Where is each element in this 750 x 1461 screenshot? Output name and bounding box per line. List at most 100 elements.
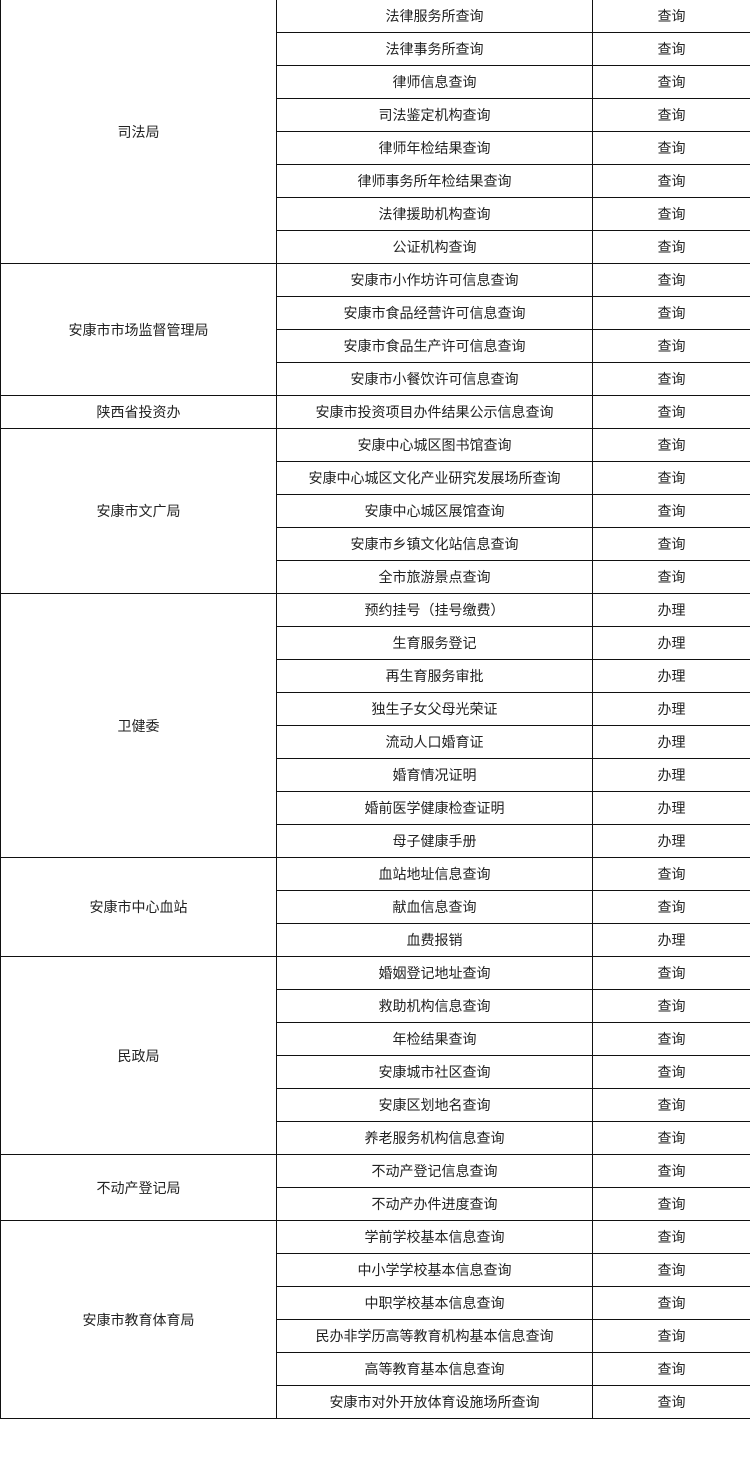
- service-type-cell: 办理: [592, 725, 750, 759]
- service-type-cell: 办理: [592, 659, 750, 693]
- service-type-cell: 查询: [592, 1220, 750, 1254]
- service-type-cell: 查询: [592, 197, 750, 231]
- table-row: 司法鉴定机构查询 查询: [1, 98, 750, 132]
- table-row: 婚前医学健康检查证明 办理: [1, 791, 750, 825]
- service-cell: 安康中心城区文化产业研究发展场所查询: [276, 461, 593, 495]
- table-row: 安康市食品生产许可信息查询 查询: [1, 329, 750, 363]
- service-type-cell: 查询: [592, 98, 750, 132]
- service-type-cell: 查询: [592, 1022, 750, 1056]
- table-row: 法律事务所查询 查询: [1, 32, 750, 66]
- service-cell: 安康中心城区展馆查询: [276, 494, 593, 528]
- service-cell: 民办非学历高等教育机构基本信息查询: [276, 1319, 593, 1353]
- service-type-cell: 查询: [592, 263, 750, 297]
- service-type-cell: 查询: [592, 1154, 750, 1188]
- service-type-cell: 查询: [592, 989, 750, 1023]
- service-cell: 全市旅游景点查询: [276, 560, 593, 594]
- service-cell: 不动产登记信息查询: [276, 1154, 593, 1188]
- service-type-cell: 查询: [592, 560, 750, 594]
- service-type-cell: 查询: [592, 428, 750, 462]
- table-row: 安康市乡镇文化站信息查询 查询: [1, 527, 750, 561]
- service-type-cell: 查询: [592, 131, 750, 165]
- department-cell: 安康市文广局: [0, 428, 277, 594]
- table-row: 司法局 法律服务所查询 查询: [0, 0, 750, 264]
- service-type-cell: 办理: [592, 692, 750, 726]
- department-cell: 不动产登记局: [0, 1154, 277, 1221]
- services-table: 司法局 法律服务所查询 查询 法律事务所查询 查询 律师信息查询 查询 司法鉴定机构查询 查询律…: [0, 0, 750, 1419]
- service-type-cell: 查询: [592, 857, 750, 891]
- service-cell: 安康城市社区查询: [276, 1055, 593, 1089]
- table-row: 养老服务机构信息查询 查询: [1, 1121, 750, 1155]
- service-cell: 血费报销: [276, 923, 593, 957]
- table-row: 安康市对外开放体育设施场所查询 查询: [1, 1385, 750, 1419]
- service-cell: 安康市食品生产许可信息查询: [276, 329, 593, 363]
- service-type-cell: 查询: [592, 890, 750, 924]
- department-cell: 卫健委: [0, 593, 277, 858]
- service-cell: 法律事务所查询: [276, 32, 593, 66]
- service-cell: 独生子女父母光荣证: [276, 692, 593, 726]
- department-cell: 司法局: [0, 0, 277, 264]
- service-cell: 律师事务所年检结果查询: [276, 164, 593, 198]
- service-type-cell: 查询: [592, 1385, 750, 1419]
- service-type-cell: 查询: [592, 362, 750, 396]
- department-cell: 民政局: [0, 956, 277, 1155]
- service-type-cell: 办理: [592, 758, 750, 792]
- service-type-cell: 查询: [592, 1286, 750, 1320]
- table-row: 安康市中心血站 血站地址信息查询 查询: [0, 857, 750, 957]
- service-cell: 生育服务登记: [276, 626, 593, 660]
- table-row: 安康市教育体育局 学前学校基本信息查询 查询: [0, 1220, 750, 1419]
- service-type-cell: 办理: [592, 626, 750, 660]
- table-row: 律师年检结果查询 查询: [1, 131, 750, 165]
- service-type-cell: 查询: [592, 296, 750, 330]
- service-cell: 母子健康手册: [276, 824, 593, 858]
- service-cell: 法律服务所查询: [276, 0, 593, 33]
- service-cell: 安康中心城区图书馆查询: [276, 428, 593, 462]
- service-type-cell: 办理: [592, 923, 750, 957]
- service-cell: 司法鉴定机构查询: [276, 98, 593, 132]
- service-type-cell: 查询: [592, 527, 750, 561]
- service-cell: 救助机构信息查询: [276, 989, 593, 1023]
- service-type-cell: 查询: [592, 395, 750, 429]
- table-row: 生育服务登记 办理: [1, 626, 750, 660]
- service-cell: 公证机构查询: [276, 230, 593, 264]
- table-row: 血费报销 办理: [1, 923, 750, 957]
- table-row: 安康中心城区文化产业研究发展场所查询 查询: [1, 461, 750, 495]
- service-cell: 中职学校基本信息查询: [276, 1286, 593, 1320]
- service-type-cell: 查询: [592, 1352, 750, 1386]
- department-cell: 安康市市场监督管理局: [0, 263, 277, 396]
- service-cell: 血站地址信息查询: [276, 857, 593, 891]
- service-type-cell: 查询: [592, 461, 750, 495]
- service-type-cell: 查询: [592, 1187, 750, 1221]
- service-cell: 婚前医学健康检查证明: [276, 791, 593, 825]
- service-type-cell: 查询: [592, 494, 750, 528]
- service-cell: 律师年检结果查询: [276, 131, 593, 165]
- service-type-cell: 办理: [592, 791, 750, 825]
- table-row: 公证机构查询 查询: [1, 230, 750, 264]
- service-type-cell: 查询: [592, 956, 750, 990]
- table-row: 民政局 婚姻登记地址查询 查询: [0, 956, 750, 1155]
- table-row: 律师信息查询 查询: [1, 65, 750, 99]
- service-cell: 安康市对外开放体育设施场所查询: [276, 1385, 593, 1419]
- service-type-cell: 查询: [592, 0, 750, 33]
- department-cell: 安康市中心血站: [0, 857, 277, 957]
- table-row: 献血信息查询 查询: [1, 890, 750, 924]
- services-table-body: 司法局 法律服务所查询 查询 法律事务所查询 查询 律师信息查询 查询 司法鉴定机构查询 查询律…: [0, 0, 750, 1419]
- service-cell: 安康市食品经营许可信息查询: [276, 296, 593, 330]
- table-row: 安康市食品经营许可信息查询 查询: [1, 296, 750, 330]
- department-cell: 安康市教育体育局: [0, 1220, 277, 1419]
- service-cell: 学前学校基本信息查询: [276, 1220, 593, 1254]
- table-row: 独生子女父母光荣证 办理: [1, 692, 750, 726]
- service-cell: 中小学学校基本信息查询: [276, 1253, 593, 1287]
- table-row: 安康城市社区查询 查询: [1, 1055, 750, 1089]
- table-row: 律师事务所年检结果查询 查询: [1, 164, 750, 198]
- service-cell: 预约挂号（挂号缴费）: [276, 593, 593, 627]
- service-cell: 律师信息查询: [276, 65, 593, 99]
- service-cell: 养老服务机构信息查询: [276, 1121, 593, 1155]
- service-cell: 婚育情况证明: [276, 758, 593, 792]
- service-cell: 年检结果查询: [276, 1022, 593, 1056]
- service-cell: 安康市小作坊许可信息查询: [276, 263, 593, 297]
- service-type-cell: 办理: [592, 824, 750, 858]
- table-row: 全市旅游景点查询 查询: [1, 560, 750, 594]
- service-type-cell: 查询: [592, 164, 750, 198]
- service-cell: 不动产办件进度查询: [276, 1187, 593, 1221]
- service-type-cell: 查询: [592, 329, 750, 363]
